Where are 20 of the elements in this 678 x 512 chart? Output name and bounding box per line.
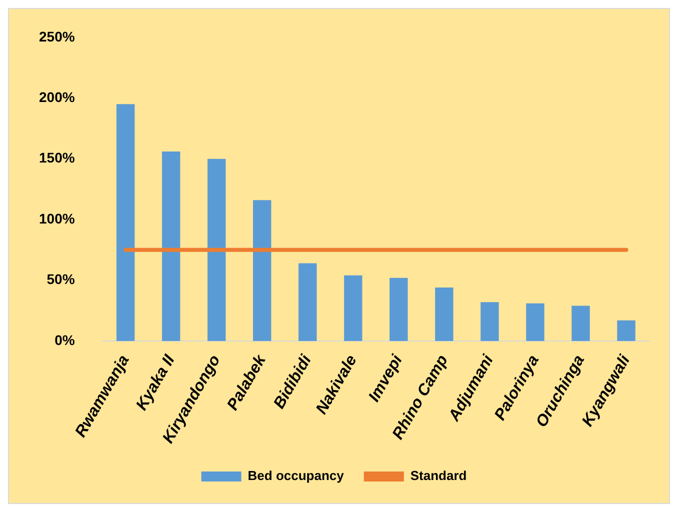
bar [480, 302, 499, 341]
y-tick-label: 150% [38, 150, 76, 166]
y-tick-label: 0% [54, 332, 76, 348]
legend-label: Standard [410, 468, 467, 484]
legend-label: Bed occupancy [248, 468, 345, 484]
bar [116, 104, 135, 341]
bar [298, 263, 317, 341]
bar [344, 275, 362, 341]
y-tick-label: 50% [46, 271, 76, 288]
bar [617, 320, 636, 341]
bar [572, 306, 590, 341]
bar [435, 288, 454, 341]
y-tick-label: 100% [38, 210, 76, 226]
bar [526, 303, 544, 341]
y-tick-label: 200% [38, 88, 76, 105]
y-tick-label: 250% [38, 28, 76, 44]
bar [162, 152, 180, 341]
bar [390, 278, 408, 341]
bar [207, 158, 226, 341]
bar [253, 200, 272, 341]
